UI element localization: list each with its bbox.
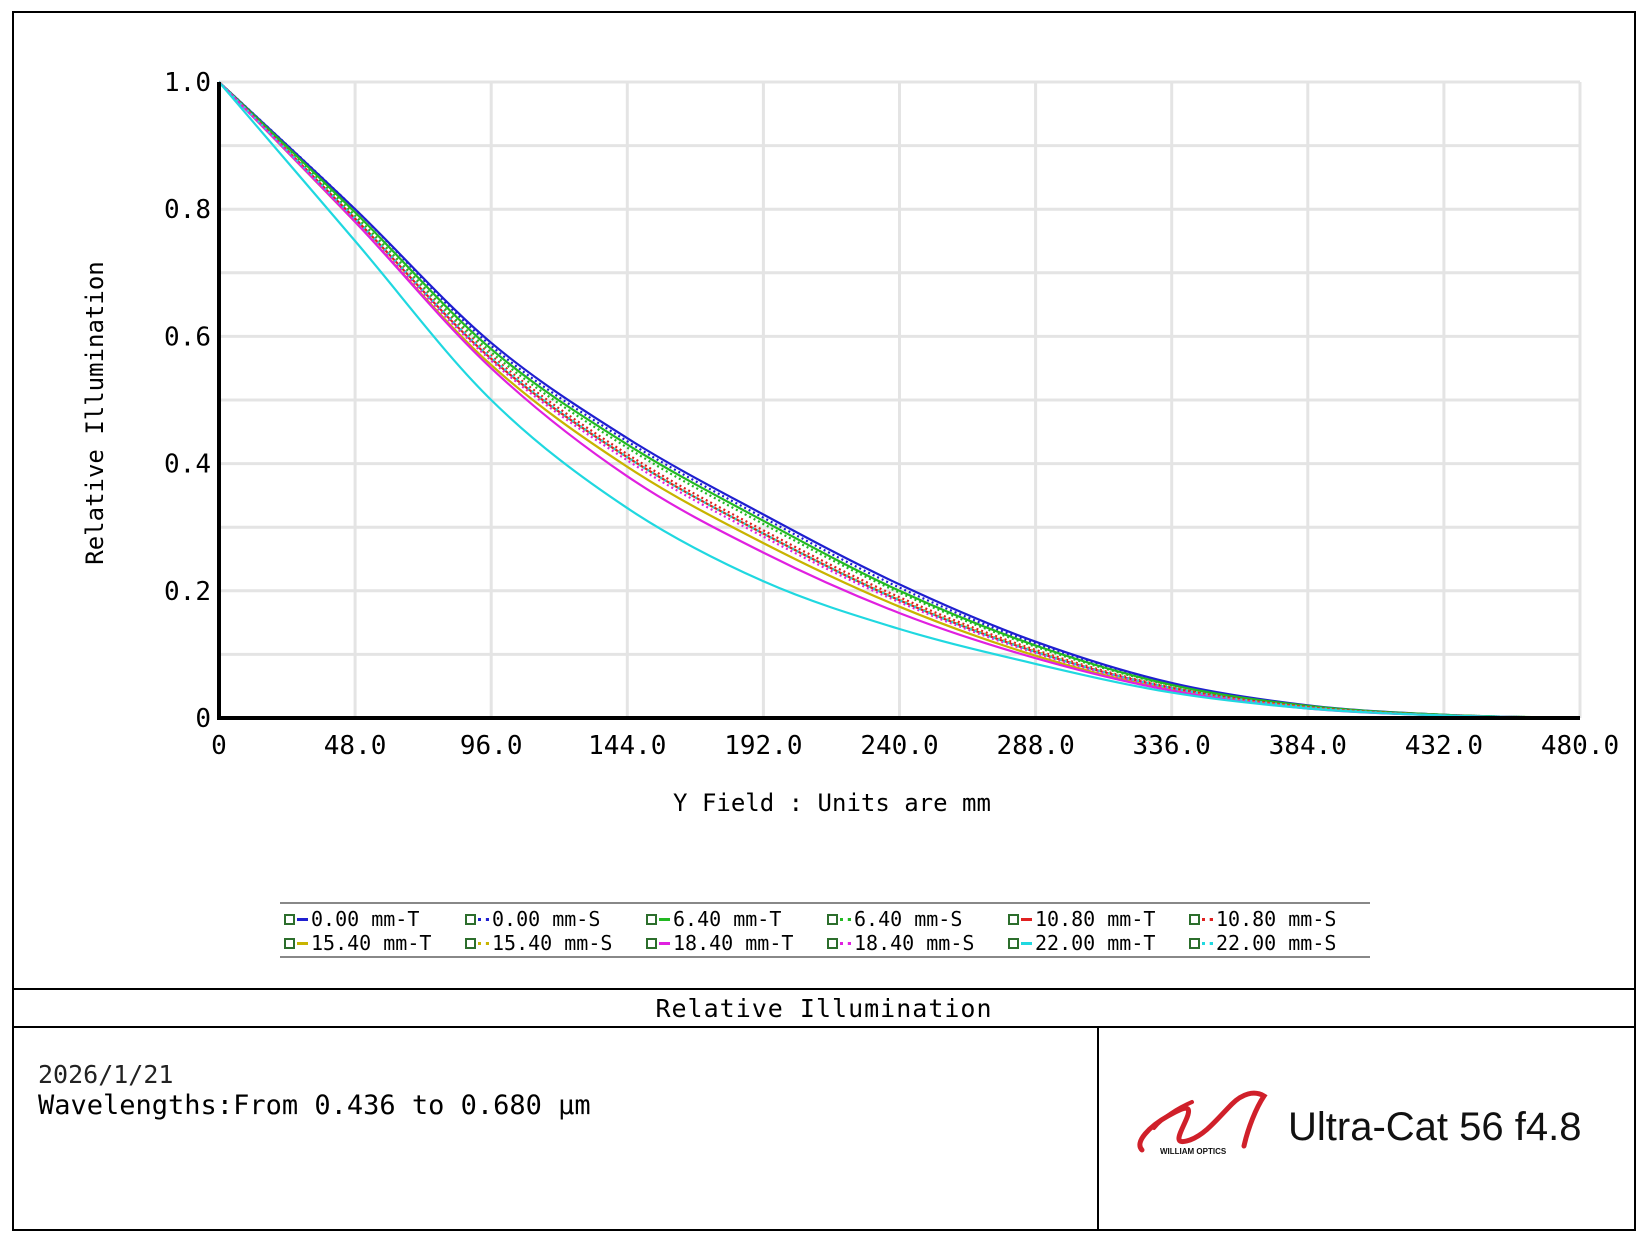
legend-item: 10.80 mm-T — [1008, 907, 1156, 931]
x-axis-label: Y Field : Units are mm — [673, 789, 991, 817]
series-line-2 — [218, 81, 1581, 720]
legend-swatch — [297, 941, 308, 945]
legend-marker — [827, 913, 838, 925]
legend-swatch — [297, 917, 308, 921]
y-tick-label: 0 — [195, 704, 211, 734]
legend-item: 15.40 mm-S — [465, 931, 613, 955]
legend-swatch — [1202, 917, 1213, 921]
legend-item: 6.40 mm-T — [646, 907, 782, 931]
william-optics-logo: WILLIAM OPTICS — [1137, 1090, 1268, 1156]
x-tick-label: 240.0 — [860, 731, 938, 761]
x-tick-label: 96.0 — [460, 731, 523, 761]
legend-marker — [1008, 937, 1019, 949]
legend-marker — [284, 937, 295, 949]
legend-swatch — [1202, 941, 1213, 945]
plot-frame — [12, 11, 1636, 1231]
legend-label: 18.40 mm-S — [854, 931, 975, 955]
footer-divider — [1097, 1027, 1099, 1231]
chart: 0 48.0 96.0 144.0 192.0 240.0 288.0 336.0 384.0 4… — [81, 68, 1619, 817]
legend-marker — [1189, 937, 1200, 949]
legend-label: 6.40 mm-T — [673, 907, 782, 931]
legend-marker — [1008, 913, 1019, 925]
info-cell: 2026/1/21 Wavelengths:From 0.436 to 0.68… — [38, 1060, 591, 1122]
legend-marker — [1189, 913, 1200, 925]
legend-label: 6.40 mm-S — [854, 907, 963, 931]
plot-title: Relative Illumination — [655, 993, 993, 1023]
legend-label: 15.40 mm-S — [492, 931, 613, 955]
y-axis-label: Relative Illumination — [81, 261, 109, 564]
series-lines — [218, 81, 1581, 720]
x-tick-label: 0 — [211, 731, 227, 761]
legend-label: 18.40 mm-T — [673, 931, 794, 955]
legend-swatch — [478, 941, 489, 945]
legend-label: 0.00 mm-S — [492, 907, 601, 931]
x-tick-label: 384.0 — [1269, 731, 1347, 761]
grid — [217, 80, 1582, 720]
legend-marker — [646, 913, 657, 925]
legend-item: 0.00 mm-S — [465, 907, 601, 931]
legend-item: 18.40 mm-T — [646, 931, 794, 955]
date-text: 2026/1/21 — [38, 1060, 174, 1089]
legend-label: 15.40 mm-T — [311, 931, 432, 955]
legend-item: 10.80 mm-S — [1189, 907, 1337, 931]
legend-item: 22.00 mm-T — [1008, 931, 1156, 955]
legend-swatch — [659, 941, 670, 945]
series-line-10 — [218, 81, 1581, 720]
tick-labels: 0 48.0 96.0 144.0 192.0 240.0 288.0 336.0 384.0 4… — [164, 68, 1619, 761]
x-tick-label: 432.0 — [1405, 731, 1483, 761]
legend-swatch — [840, 917, 851, 921]
legend-marker — [646, 937, 657, 949]
axes — [217, 82, 1580, 720]
series-line-12 — [218, 81, 1581, 720]
y-tick-label: 1.0 — [164, 68, 211, 98]
legend-label: 22.00 mm-S — [1216, 931, 1337, 955]
x-tick-label: 144.0 — [588, 731, 666, 761]
legend-item: 0.00 mm-T — [284, 907, 420, 931]
x-tick-label: 480.0 — [1541, 731, 1619, 761]
legend-swatch — [1021, 941, 1032, 945]
x-tick-label: 192.0 — [724, 731, 802, 761]
wavelengths-text: Wavelengths:From 0.436 to 0.680 µm — [38, 1090, 591, 1121]
y-tick-label: 0.4 — [164, 450, 211, 480]
y-tick-label: 0.6 — [164, 322, 211, 352]
legend-label: 10.80 mm-T — [1035, 907, 1156, 931]
legend-swatch — [1021, 917, 1032, 921]
legend-label: 22.00 mm-T — [1035, 931, 1156, 955]
y-tick-label: 0.8 — [164, 195, 211, 225]
legend-marker — [465, 913, 476, 925]
logo-text: WILLIAM OPTICS — [1160, 1147, 1227, 1156]
y-tick-label: 0.2 — [164, 577, 211, 607]
legend-marker — [284, 913, 295, 925]
x-tick-label: 336.0 — [1133, 731, 1211, 761]
legend: 0.00 mm-T 0.00 mm-S 6.40 mm-T 6.40 mm-S 10.8… — [280, 902, 1370, 958]
legend-item: 15.40 mm-T — [284, 931, 432, 955]
legend-label: 10.80 mm-S — [1216, 907, 1337, 931]
x-tick-label: 288.0 — [996, 731, 1074, 761]
legend-item: 22.00 mm-S — [1189, 931, 1337, 955]
legend-marker — [465, 937, 476, 949]
legend-marker — [827, 937, 838, 949]
legend-label: 0.00 mm-T — [311, 907, 420, 931]
legend-swatch — [478, 917, 489, 921]
legend-item: 6.40 mm-S — [827, 907, 963, 931]
plot-title-row: Relative Illumination — [12, 988, 1636, 1028]
legend-item: 18.40 mm-S — [827, 931, 975, 955]
product-name: Ultra-Cat 56 f4.8 — [1288, 1105, 1582, 1149]
legend-swatch — [840, 941, 851, 945]
legend-swatch — [659, 917, 670, 921]
x-tick-label: 48.0 — [324, 731, 387, 761]
